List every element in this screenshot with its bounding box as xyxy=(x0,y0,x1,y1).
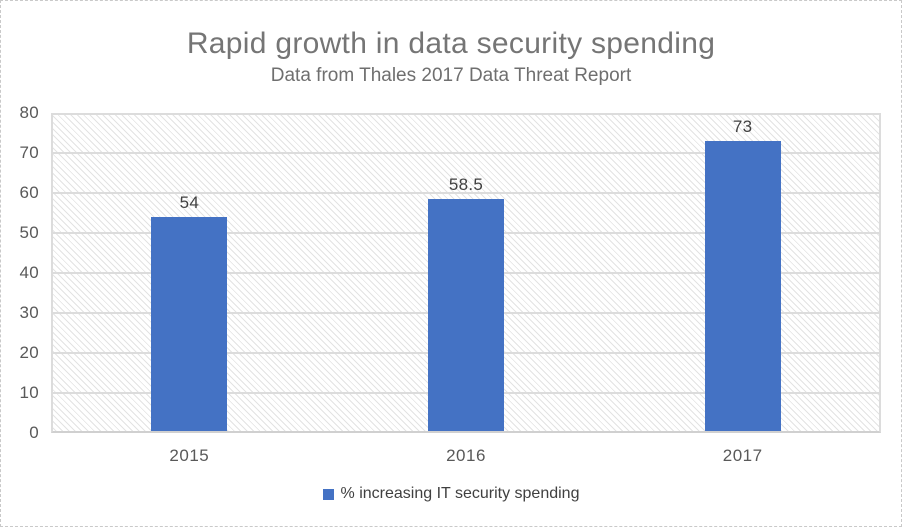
x-axis: 2015 2016 2017 xyxy=(51,446,881,466)
gridline-70 xyxy=(51,152,881,154)
y-tick-label-40: 40 xyxy=(19,263,39,282)
bar-value-label-2016: 58.5 xyxy=(448,175,484,194)
plot-area: 54 58.5 73 xyxy=(51,113,881,433)
y-tick-label-60: 60 xyxy=(19,183,39,202)
bar-2017 xyxy=(704,141,781,433)
legend: % increasing IT security spending xyxy=(1,483,901,505)
gridline-60 xyxy=(51,192,881,194)
legend-label: % increasing IT security spending xyxy=(340,485,580,502)
y-tick-label-70: 70 xyxy=(19,143,39,162)
y-tick-label-20: 20 xyxy=(19,343,39,362)
x-tick-label-2016: 2016 xyxy=(446,446,486,465)
legend-marker-icon xyxy=(322,488,334,500)
chart-title: Rapid growth in data security spending xyxy=(186,27,716,60)
bar-value-label-2017: 73 xyxy=(732,117,753,136)
bar-2016 xyxy=(428,199,504,433)
bar-value-label-2015: 54 xyxy=(179,193,200,212)
y-tick-label-0: 0 xyxy=(29,423,39,442)
y-tick-label-50: 50 xyxy=(19,223,39,242)
y-axis: 0 10 20 30 40 50 60 70 80 xyxy=(1,103,39,442)
y-tick-label-30: 30 xyxy=(19,303,39,322)
bar-2015 xyxy=(151,217,228,433)
y-tick-label-10: 10 xyxy=(19,383,39,402)
x-tick-label-2015: 2015 xyxy=(169,446,210,465)
y-tick-label-80: 80 xyxy=(19,103,39,122)
x-tick-label-2017: 2017 xyxy=(722,446,763,465)
chart-subtitle: Data from Thales 2017 Data Threat Report xyxy=(270,65,632,86)
